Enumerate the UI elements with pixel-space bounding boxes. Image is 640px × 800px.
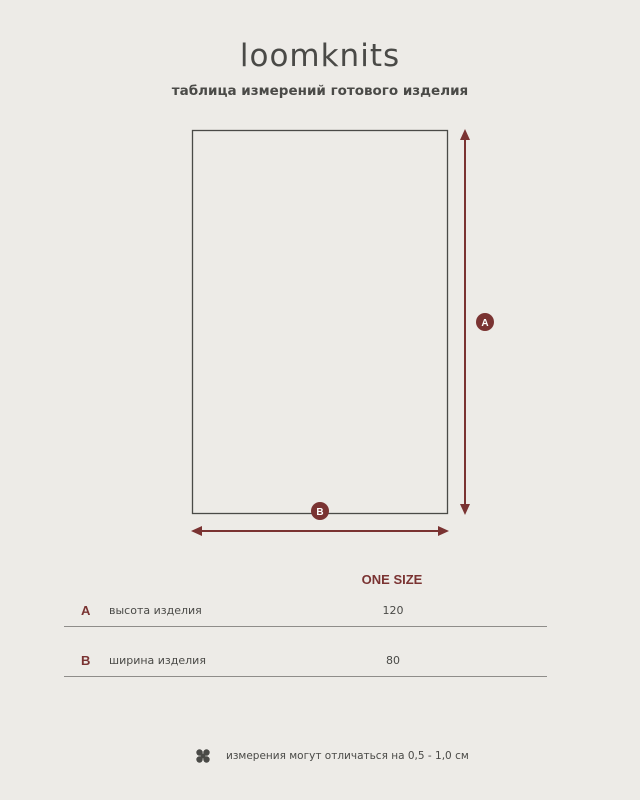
height-arrow	[460, 129, 470, 515]
flower-icon	[196, 749, 210, 763]
row-divider	[64, 676, 547, 677]
garment-outline	[191, 129, 449, 515]
size-column-header: ONE SIZE	[361, 572, 423, 587]
marker-b-label: B	[316, 507, 323, 518]
marker-a-label: A	[481, 318, 488, 329]
row-value: 120	[382, 604, 404, 617]
row-description: ширина изделия	[109, 654, 206, 667]
row-label: A	[81, 603, 91, 618]
width-arrow	[191, 526, 449, 536]
marker-a: A	[476, 313, 494, 331]
brand-logo: loomknits	[239, 38, 401, 74]
row-description: высота изделия	[109, 604, 202, 617]
table-row: A высота изделия 120	[64, 603, 547, 623]
page-subtitle: таблица измерений готового изделия	[171, 83, 469, 99]
row-value: 80	[386, 654, 400, 667]
footnote-text: измерения могут отличаться на 0,5 - 1,0 …	[226, 750, 469, 762]
table-row: B ширина изделия 80	[64, 653, 547, 673]
marker-b: B	[311, 502, 329, 520]
row-label: B	[81, 653, 91, 668]
row-divider	[64, 626, 547, 627]
